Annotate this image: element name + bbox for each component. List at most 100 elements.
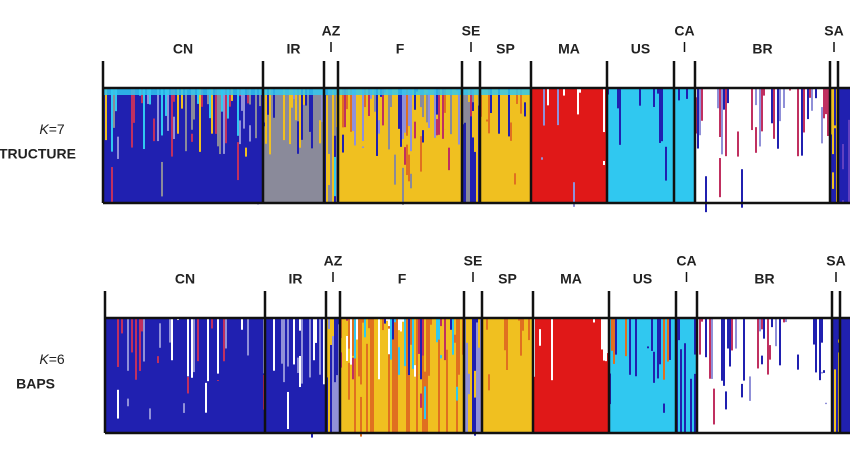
- admixture-stripe: [545, 318, 547, 433]
- admixture-stripe: [259, 88, 261, 107]
- admixture-stripe: [846, 318, 848, 347]
- admixture-stripe: [155, 381, 157, 394]
- admixture-stripe: [543, 88, 545, 203]
- admixture-stripe: [221, 88, 223, 112]
- admixture-stripe: [775, 179, 777, 208]
- admixture-stripe: [508, 156, 510, 189]
- admixture-stripe: [267, 318, 269, 433]
- admixture-stripe: [719, 88, 721, 203]
- method-label: BAPS: [16, 376, 55, 392]
- admixture-stripe: [747, 318, 749, 433]
- admixture-stripe: [759, 318, 761, 332]
- admixture-stripe: [815, 88, 817, 203]
- admixture-stripe: [474, 397, 476, 436]
- admixture-stripe: [193, 318, 195, 433]
- admixture-stripe: [237, 142, 239, 181]
- admixture-stripe: [177, 318, 179, 433]
- admixture-stripe: [189, 385, 191, 410]
- admixture-stripe: [285, 88, 287, 109]
- admixture-stripe: [731, 88, 733, 203]
- admixture-stripe: [326, 88, 328, 203]
- admixture-stripe: [402, 88, 404, 140]
- admixture-stripe: [243, 318, 245, 372]
- admixture-stripe: [615, 88, 617, 203]
- admixture-stripe: [414, 318, 416, 347]
- admixture-stripe: [599, 318, 601, 433]
- admixture-stripe: [113, 88, 115, 128]
- admixture-stripe: [801, 318, 803, 433]
- admixture-stripe: [486, 88, 488, 113]
- admixture-stripe: [107, 366, 109, 391]
- admixture-stripe: [147, 88, 149, 104]
- admixture-stripe: [402, 167, 404, 205]
- admixture-stripe: [707, 318, 709, 433]
- admixture-stripe: [682, 318, 684, 347]
- admixture-stripe: [787, 88, 789, 203]
- admixture-stripe: [510, 88, 512, 116]
- admixture-stripe: [735, 318, 737, 349]
- admixture-stripe: [291, 88, 293, 108]
- admixture-stripe: [231, 318, 233, 343]
- admixture-stripe: [133, 318, 135, 379]
- admixture-stripe: [711, 408, 713, 414]
- admixture-stripe: [390, 88, 392, 107]
- admixture-stripe: [201, 318, 203, 384]
- admixture-stripe: [785, 318, 787, 323]
- admixture-stripe: [171, 318, 173, 361]
- admixture-stripe: [769, 345, 771, 360]
- admixture-stripe: [518, 318, 520, 433]
- admixture-stripe: [625, 318, 627, 357]
- admixture-stripe: [426, 93, 428, 123]
- admixture-stripe: [342, 134, 344, 153]
- admixture-stripe: [659, 318, 661, 365]
- admixture-stripe: [771, 318, 773, 328]
- admixture-stripe: [255, 362, 257, 373]
- admixture-stripe: [163, 162, 165, 198]
- admixture-stripe: [795, 88, 797, 203]
- admixture-stripe: [510, 122, 512, 141]
- admixture-stripe: [470, 318, 472, 366]
- admixture-stripe: [289, 318, 291, 433]
- admixture-stripe: [173, 318, 175, 364]
- admixture-stripe: [181, 318, 183, 433]
- admixture-stripe: [611, 88, 613, 203]
- admixture-stripe: [573, 182, 575, 207]
- admixture-stripe: [530, 358, 532, 371]
- admixture-stripe: [185, 318, 187, 371]
- admixture-stripe: [694, 354, 696, 374]
- admixture-stripe: [492, 88, 494, 203]
- admixture-stripe: [408, 88, 410, 203]
- admixture-stripe: [613, 318, 615, 433]
- admixture-stripe: [767, 318, 769, 433]
- admixture-stripe: [356, 88, 358, 132]
- admixture-stripe: [547, 318, 549, 433]
- admixture-stripe: [368, 318, 370, 433]
- admixture-stripe: [753, 318, 755, 433]
- admixture-stripe: [195, 318, 197, 433]
- admixture-stripe: [599, 88, 601, 203]
- admixture-stripe: [717, 88, 719, 203]
- admixture-stripe: [394, 154, 396, 185]
- admixture-stripe: [623, 88, 625, 152]
- admixture-stripe: [129, 88, 131, 203]
- admixture-stripe: [611, 318, 613, 351]
- admixture-stripe: [805, 318, 807, 331]
- admixture-stripe: [446, 318, 448, 433]
- admixture-stripe: [502, 318, 504, 433]
- admixture-stripe: [543, 318, 545, 433]
- admixture-stripe: [448, 318, 450, 433]
- admixture-stripe: [297, 357, 299, 373]
- population-label: MA: [560, 271, 582, 287]
- admixture-stripe: [305, 335, 307, 363]
- admixture-stripe: [404, 318, 406, 433]
- admixture-stripe: [573, 88, 575, 156]
- admixture-stripe: [251, 410, 253, 434]
- admixture-stripe: [680, 88, 682, 203]
- structure-panel: CN IR AZ F SE SP MA US CA BR SA K=6 BAPS: [16, 253, 850, 441]
- admixture-stripe: [639, 88, 641, 203]
- admixture-stripe: [502, 88, 504, 139]
- admixture-stripe: [255, 318, 257, 433]
- admixture-stripe: [745, 88, 747, 115]
- admixture-stripe: [659, 367, 661, 374]
- admixture-stripe: [307, 318, 309, 353]
